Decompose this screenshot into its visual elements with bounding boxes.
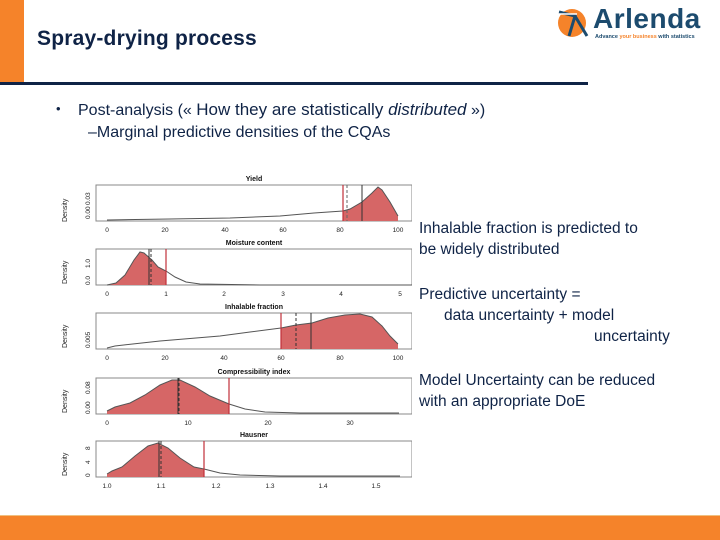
bullet-italic: distributed bbox=[388, 100, 467, 119]
bullet-lead: Post-analysis (« bbox=[78, 102, 197, 119]
svg-text:30: 30 bbox=[346, 420, 354, 427]
compressibility-density-chart: 0 10 20 30 0.00 0.08 bbox=[85, 377, 412, 427]
logo-wordmark: Arlenda bbox=[593, 3, 701, 34]
svg-text:1.0: 1.0 bbox=[102, 483, 111, 490]
svg-text:0: 0 bbox=[105, 291, 109, 298]
bullet-tail: ») bbox=[466, 102, 486, 119]
tagline-highlight: your business bbox=[619, 34, 657, 40]
svg-text:1.1: 1.1 bbox=[156, 483, 165, 490]
svg-text:5: 5 bbox=[398, 291, 402, 298]
svg-text:0: 0 bbox=[105, 355, 109, 362]
svg-text:4: 4 bbox=[85, 460, 92, 464]
svg-text:0.00: 0.00 bbox=[85, 206, 92, 219]
accent-side-bar bbox=[0, 0, 24, 83]
svg-text:2: 2 bbox=[222, 291, 226, 298]
svg-text:60: 60 bbox=[277, 355, 285, 362]
svg-text:1.5: 1.5 bbox=[371, 483, 380, 490]
bullet-text: Post-analysis (« How they are statistica… bbox=[78, 100, 485, 120]
svg-text:0: 0 bbox=[105, 420, 109, 427]
plot-yield: Yield Density 0 20 40 60 80 100 0.00 0.03 bbox=[60, 176, 412, 240]
svg-text:1.0: 1.0 bbox=[85, 259, 92, 268]
plot-title: Inhalable fraction bbox=[225, 304, 283, 311]
svg-text:20: 20 bbox=[161, 355, 169, 362]
svg-text:0: 0 bbox=[85, 473, 92, 477]
note-uncertainty-line1: Predictive uncertainty = bbox=[419, 286, 581, 303]
tagline-suffix: with statistics bbox=[656, 34, 695, 40]
plot-compressibility-index: Compressibility index Density 0 10 20 30 0.… bbox=[60, 369, 412, 433]
svg-text:80: 80 bbox=[336, 227, 344, 234]
note-uncertainty-line3: uncertainty bbox=[594, 328, 670, 345]
density-plots: Yield Density 0 20 40 60 80 100 0.00 0.03 Moi… bbox=[60, 174, 412, 494]
plot-title: Hausner bbox=[239, 432, 268, 439]
arlenda-logo: Arlenda Advance your business with stati… bbox=[555, 3, 715, 44]
svg-text:0.03: 0.03 bbox=[85, 192, 92, 205]
title-underline bbox=[0, 82, 588, 85]
svg-text:60: 60 bbox=[279, 227, 287, 234]
plot-title: Yield bbox=[245, 176, 263, 183]
svg-text:40: 40 bbox=[221, 227, 229, 234]
svg-text:4: 4 bbox=[339, 291, 343, 298]
svg-text:80: 80 bbox=[336, 355, 344, 362]
svg-text:0.005: 0.005 bbox=[85, 331, 92, 348]
plot-title: Moisture content bbox=[225, 240, 283, 247]
plot-title: Compressibility index bbox=[217, 369, 291, 376]
inhalable-density-chart: 0 20 40 60 80 100 0.005 bbox=[85, 312, 412, 362]
tagline-prefix: Advance bbox=[595, 34, 620, 40]
bullet-main: How they are statistically bbox=[196, 100, 389, 119]
svg-text:100: 100 bbox=[393, 227, 404, 234]
footer-band bbox=[0, 515, 720, 540]
note-uncertainty-line2: data uncertainty + model bbox=[444, 307, 615, 324]
moisture-density-chart: 0 1 2 3 4 5 0.0 1.0 bbox=[85, 248, 412, 298]
svg-text:1.4: 1.4 bbox=[318, 483, 327, 490]
svg-text:0.00: 0.00 bbox=[85, 401, 92, 414]
note-doe-line2: with an appropriate DoE bbox=[419, 393, 586, 410]
svg-text:1: 1 bbox=[164, 291, 168, 298]
plot-hausner: Hausner Density 1.0 1.1 1.2 1.3 1.4 1.5 0 4 8 bbox=[60, 432, 412, 496]
svg-text:0: 0 bbox=[105, 227, 109, 234]
svg-text:100: 100 bbox=[393, 355, 404, 362]
svg-text:8: 8 bbox=[85, 446, 92, 450]
svg-text:20: 20 bbox=[161, 227, 169, 234]
svg-text:3: 3 bbox=[281, 291, 285, 298]
arlenda-logo-icon bbox=[557, 9, 589, 37]
bullet-dot: • bbox=[56, 101, 61, 116]
svg-text:0.08: 0.08 bbox=[85, 381, 92, 394]
svg-text:10: 10 bbox=[184, 420, 192, 427]
plot-inhalable-fraction: Inhalable fraction Density 0 20 40 60 80 100 … bbox=[60, 304, 412, 368]
svg-text:1.3: 1.3 bbox=[265, 483, 274, 490]
svg-text:0.0: 0.0 bbox=[85, 276, 92, 285]
note-doe-line1: Model Uncertainty can be reduced bbox=[419, 372, 656, 389]
logo-tagline: Advance your business with statistics bbox=[595, 34, 695, 40]
svg-text:20: 20 bbox=[264, 420, 272, 427]
svg-text:40: 40 bbox=[220, 355, 228, 362]
note-inhalable-line1: Inhalable fraction is predicted to bbox=[419, 220, 638, 237]
hausner-density-chart: 1.0 1.1 1.2 1.3 1.4 1.5 0 4 8 bbox=[85, 440, 412, 490]
svg-text:1.2: 1.2 bbox=[211, 483, 220, 490]
sub-bullet: –Marginal predictive densities of the CQ… bbox=[88, 124, 391, 141]
note-inhalable-line2: be widely distributed bbox=[419, 241, 560, 258]
slide-title: Spray-drying process bbox=[37, 27, 257, 50]
yield-density-chart: 0 20 40 60 80 100 0.00 0.03 bbox=[85, 184, 412, 234]
